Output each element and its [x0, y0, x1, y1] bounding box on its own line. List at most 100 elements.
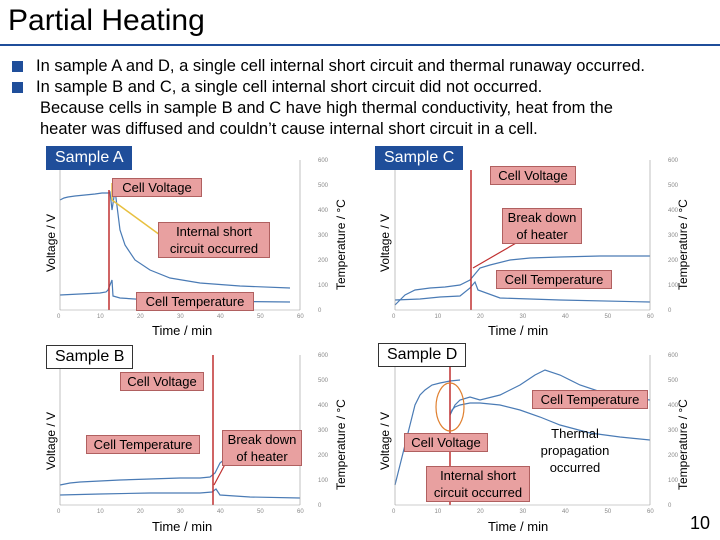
x-tick-label: 0	[57, 509, 61, 515]
temp-tick-label: 500	[318, 378, 329, 384]
bullet-marker-icon	[12, 61, 23, 72]
temp-tick-label: 500	[668, 183, 679, 189]
x-tick-label: 50	[257, 509, 264, 515]
sample-c-tag: Sample C	[375, 146, 464, 170]
title-rule	[0, 44, 720, 46]
x-tick-label: 20	[477, 509, 484, 515]
x-tick-label: 20	[477, 314, 484, 320]
temp-tick-label: 400	[668, 208, 679, 214]
temp-tick-label: 600	[668, 353, 679, 359]
sample-c-event-label: Break down of heater	[502, 208, 582, 244]
panel-sample-c: 0 10 20 30 40 50 60 0 100 200 300 400 500 600	[360, 150, 720, 340]
x-tick-label: 40	[562, 509, 569, 515]
voltage-curve	[59, 189, 291, 289]
temp-tick-label: 0	[318, 503, 322, 509]
bullet-continuation-2: heater was diffused and couldn’t cause i…	[40, 120, 538, 138]
temp-tick-label: 500	[318, 183, 329, 189]
x-tick-label: 20	[137, 509, 144, 515]
temp-tick-label: 300	[318, 233, 329, 239]
temp-tick-label: 200	[668, 453, 679, 459]
sample-d-propagation-label: Thermal propagation occurred	[540, 426, 610, 475]
sample-b-tag: Sample B	[46, 345, 134, 369]
x-tick-label: 0	[392, 509, 396, 515]
temp-tick-label: 100	[318, 478, 329, 484]
sample-a-event-label: Internal short circuit occurred	[158, 222, 270, 258]
sample-d-voltage-label: Cell Voltage	[404, 433, 488, 452]
sample-a-temp-label: Cell Temperature	[136, 292, 254, 311]
bullet-list: In sample A and D, a single cell interna…	[10, 56, 715, 140]
x-tick-label: 30	[177, 509, 184, 515]
sample-d-temp-axis-label: Temperature / °C	[676, 399, 690, 490]
x-tick-label: 0	[392, 314, 396, 320]
temp-tick-label: 300	[668, 428, 679, 434]
sample-c-voltage-axis-label: Voltage / V	[378, 213, 392, 272]
bullet-marker-icon	[12, 82, 23, 93]
sample-d-temp-label: Cell Temperature	[532, 390, 648, 409]
temp-tick-label: 300	[668, 233, 679, 239]
sample-b-temp-axis-label: Temperature / °C	[334, 399, 348, 490]
temp-tick-label: 500	[668, 378, 679, 384]
x-tick-label: 30	[177, 314, 184, 320]
sample-c-voltage-label: Cell Voltage	[490, 166, 576, 185]
temp-tick-label: 200	[668, 258, 679, 264]
sample-a-temp-axis-label: Temperature / °C	[334, 199, 348, 290]
x-tick-label: 10	[97, 314, 104, 320]
bullet-1: In sample A and D, a single cell interna…	[10, 56, 715, 77]
x-tick-label: 10	[435, 509, 442, 515]
sample-d-voltage-axis-label: Voltage / V	[378, 411, 392, 470]
temp-tick-label: 100	[668, 283, 679, 289]
x-tick-label: 10	[97, 509, 104, 515]
temp-tick-label: 0	[668, 308, 672, 314]
x-tick-label: 60	[647, 314, 654, 320]
sample-c-temp-axis-label: Temperature / °C	[676, 199, 690, 290]
bullet-continuation-1: Because cells in sample B and C have hig…	[40, 99, 613, 117]
x-tick-label: 20	[137, 314, 144, 320]
temp-tick-label: 600	[318, 353, 329, 359]
bullet-2: In sample B and C, a single cell interna…	[10, 77, 715, 98]
temperature-curve-1	[449, 402, 651, 441]
sample-c-temp-label: Cell Temperature	[496, 270, 612, 289]
voltage-curve	[394, 379, 461, 486]
x-tick-label: 60	[297, 509, 304, 515]
x-tick-label: 60	[647, 509, 654, 515]
temp-tick-label: 400	[318, 403, 329, 409]
sample-b-time-axis-label: Time / min	[152, 519, 213, 534]
short-circuit-marker	[435, 382, 465, 432]
x-tick-label: 60	[297, 314, 304, 320]
sample-b-temp-label: Cell Temperature	[86, 435, 200, 454]
x-tick-label: 50	[257, 314, 264, 320]
temperature-curve-2	[449, 369, 651, 416]
x-tick-label: 40	[562, 314, 569, 320]
x-tick-label: 30	[520, 314, 527, 320]
sample-a-voltage-label: Cell Voltage	[112, 178, 202, 197]
x-tick-label: 0	[57, 314, 61, 320]
sample-d-tag: Sample D	[378, 343, 467, 367]
sample-a-tag: Sample A	[46, 146, 133, 170]
x-tick-label: 10	[435, 314, 442, 320]
sample-b-voltage-axis-label: Voltage / V	[44, 411, 58, 470]
page-number: 10	[689, 513, 710, 533]
temp-tick-label: 100	[318, 283, 329, 289]
sample-d-time-axis-label: Time / min	[488, 519, 549, 534]
callout-line	[111, 199, 161, 236]
temp-tick-label: 400	[668, 403, 679, 409]
x-tick-label: 50	[605, 314, 612, 320]
x-tick-label: 50	[605, 509, 612, 515]
sample-a-time-axis-label: Time / min	[152, 323, 213, 338]
temp-tick-label: 200	[318, 453, 329, 459]
voltage-curve	[394, 255, 650, 306]
temp-tick-label: 400	[318, 208, 329, 214]
panel-sample-a: 0 10 20 30 40 50 60 0 100 200 300 400 500 600	[0, 150, 360, 340]
temp-tick-label: 0	[668, 503, 672, 509]
temperature-curve	[59, 488, 301, 499]
temp-tick-label: 200	[318, 258, 329, 264]
temp-tick-label: 100	[668, 478, 679, 484]
sample-b-voltage-label: Cell Voltage	[120, 372, 204, 391]
x-tick-label: 40	[217, 509, 224, 515]
temp-tick-label: 600	[318, 158, 329, 164]
sample-d-event-label: Internal short circuit occurred	[426, 466, 530, 502]
